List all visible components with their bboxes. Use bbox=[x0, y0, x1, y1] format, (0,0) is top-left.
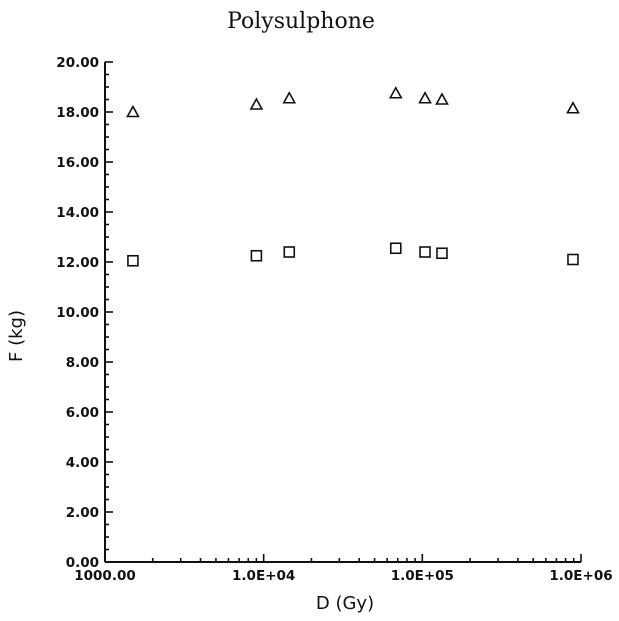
chart-title: Polysulphone bbox=[227, 9, 375, 34]
x-axis-label: D (Gy) bbox=[316, 593, 374, 614]
y-tick-label: 12.00 bbox=[56, 255, 99, 271]
y-axis-label: F (kg) bbox=[6, 310, 27, 362]
square-marker bbox=[127, 254, 139, 267]
y-tick-label: 10.00 bbox=[56, 305, 99, 321]
square-marker bbox=[567, 253, 579, 266]
y-tick-label: 0.00 bbox=[66, 555, 99, 571]
x-tick-label: 1000.00 bbox=[74, 568, 136, 584]
triangle-marker bbox=[249, 97, 264, 110]
y-tick-label: 6.00 bbox=[66, 405, 99, 421]
triangle-marker bbox=[126, 104, 140, 118]
x-tick-label: 1.0E+04 bbox=[232, 568, 295, 584]
y-tick-label: 2.00 bbox=[66, 505, 99, 521]
y-tick-label: 14.00 bbox=[56, 205, 99, 221]
x-tick-label: 1.0E+05 bbox=[391, 568, 454, 584]
y-tick-label: 18.00 bbox=[56, 105, 99, 121]
square-marker bbox=[389, 242, 402, 255]
x-tick-label: 1.0E+06 bbox=[549, 568, 612, 584]
square-marker bbox=[436, 247, 448, 260]
triangle-marker bbox=[282, 91, 297, 104]
square-marker bbox=[419, 246, 431, 258]
y-tick-label: 8.00 bbox=[66, 355, 99, 371]
triangle-marker bbox=[566, 101, 580, 114]
y-tick-label: 4.00 bbox=[66, 455, 99, 471]
triangle-marker bbox=[435, 92, 449, 105]
triangle-marker bbox=[418, 91, 432, 104]
plot-area: 0.00 2.00 4.00 6.00 8.00 10.00 12.00 14.00 16.00… bbox=[56, 55, 612, 584]
triangle-marker bbox=[388, 86, 403, 99]
y-tick-label: 20.00 bbox=[56, 55, 99, 71]
y-tick-label: 16.00 bbox=[56, 155, 99, 171]
square-marker bbox=[283, 246, 296, 258]
square-marker bbox=[250, 249, 263, 262]
